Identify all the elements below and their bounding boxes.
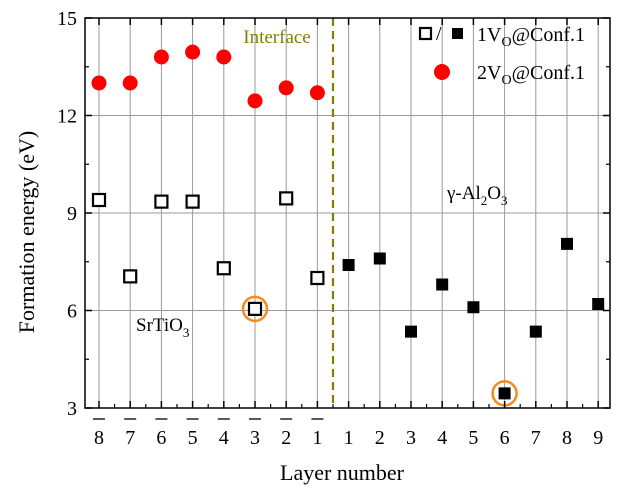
data-point-circle bbox=[247, 93, 263, 109]
data-point-circle bbox=[91, 75, 107, 91]
data-point-filled-square bbox=[342, 259, 355, 271]
x-tick-label: 3 bbox=[406, 427, 416, 449]
data-point-open-square bbox=[279, 191, 294, 206]
y-tick-label: 12 bbox=[57, 106, 77, 128]
data-point-filled-square bbox=[373, 252, 386, 265]
data-point-open-square bbox=[154, 194, 169, 209]
x-tick-label: 1 bbox=[312, 427, 322, 449]
x-axis-title: Layer number bbox=[280, 460, 405, 485]
y-axis-title: Formation energy (eV) bbox=[14, 131, 39, 333]
x-tick-label: 7 bbox=[531, 427, 541, 449]
legend-filled-square bbox=[452, 28, 463, 39]
y-tick-label: 9 bbox=[67, 203, 77, 225]
x-tick-label: 3 bbox=[250, 427, 260, 449]
data-point-filled-square bbox=[405, 325, 417, 338]
x-tick-label: 7 bbox=[125, 427, 135, 449]
data-point-circle bbox=[216, 49, 232, 65]
data-point-filled-square bbox=[529, 325, 542, 338]
data-point-filled-square bbox=[592, 298, 605, 310]
data-point-open-square bbox=[216, 261, 231, 276]
data-point-open-square bbox=[91, 192, 107, 208]
data-point-open-square bbox=[247, 301, 263, 316]
data-point-circle bbox=[309, 85, 325, 101]
x-tick-label: 9 bbox=[593, 427, 603, 449]
data-point-filled-square bbox=[498, 387, 511, 400]
legend-open-square bbox=[418, 26, 433, 41]
data-point-circle bbox=[185, 44, 201, 60]
x-tick-label: 1 bbox=[344, 427, 354, 449]
grid-lines bbox=[85, 18, 610, 408]
y-tick-label: 3 bbox=[67, 398, 77, 420]
data-point-filled-square bbox=[467, 301, 480, 314]
y-tick-label: 6 bbox=[67, 301, 77, 323]
x-tick-label: 5 bbox=[188, 427, 198, 449]
legend: / 1VO@Conf.1 2VO@Conf.1 bbox=[418, 23, 585, 88]
legend-circle bbox=[434, 64, 450, 80]
x-tick-label: 4 bbox=[437, 427, 447, 449]
data-point-open-square bbox=[185, 194, 200, 209]
region-label-al2o3: γ-Al2O3 bbox=[446, 183, 507, 208]
data-point-open-square bbox=[123, 269, 138, 284]
x-tick-label: 6 bbox=[500, 427, 510, 449]
interface-label: Interface bbox=[243, 27, 311, 48]
x-tick-label: 8 bbox=[94, 427, 104, 449]
x-tick-label: 6 bbox=[156, 427, 166, 449]
data-point-circle bbox=[278, 80, 294, 96]
data-marks bbox=[91, 44, 605, 407]
data-point-open-square bbox=[310, 270, 325, 286]
legend-slash: / bbox=[436, 23, 442, 45]
legend-label-1vo: 1VO@Conf.1 bbox=[477, 24, 585, 50]
data-point-filled-square bbox=[436, 278, 449, 291]
x-tick-label: 8 bbox=[562, 427, 572, 449]
y-tick-label: 15 bbox=[57, 8, 77, 30]
highlight-ring bbox=[241, 295, 269, 323]
legend-label-2vo: 2VO@Conf.1 bbox=[477, 62, 585, 88]
x-tick-label: 2 bbox=[375, 427, 385, 449]
data-point-circle bbox=[122, 75, 138, 91]
x-tick-label: 5 bbox=[468, 427, 478, 449]
data-point-circle bbox=[153, 49, 169, 65]
data-point-filled-square bbox=[561, 237, 573, 250]
x-tick-label: 4 bbox=[219, 427, 229, 449]
region-label-srtio3: SrTiO3 bbox=[136, 315, 189, 340]
x-tick-label: 2 bbox=[281, 427, 291, 449]
